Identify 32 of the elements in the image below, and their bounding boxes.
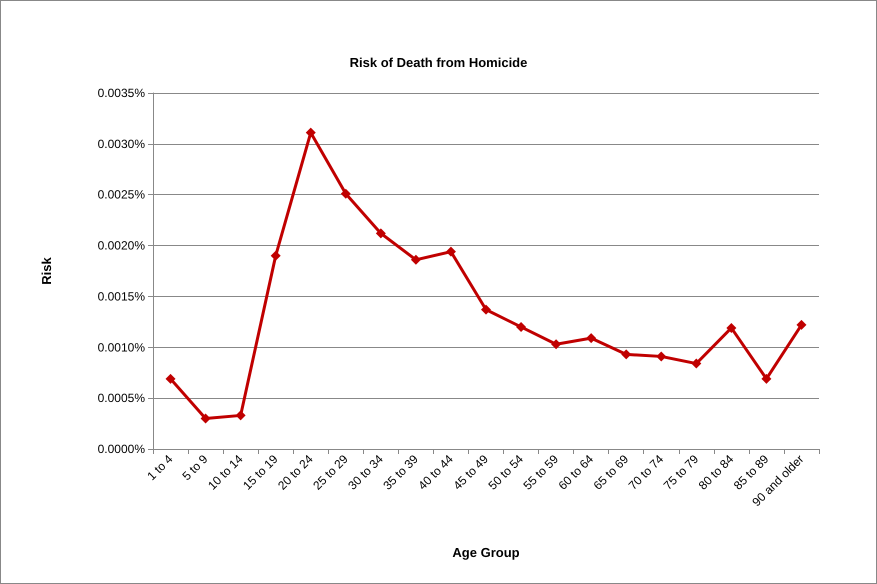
x-tick-label: 5 to 9 [179, 452, 211, 484]
point [621, 349, 632, 360]
point [446, 246, 456, 257]
point [516, 322, 526, 332]
point [481, 304, 491, 315]
x-tick-label: 1 to 4 [144, 452, 176, 484]
point [306, 128, 316, 138]
point [166, 374, 176, 384]
point [656, 351, 666, 362]
point [551, 339, 562, 350]
point [410, 254, 421, 265]
y-tick-label: 0.0030% [98, 136, 146, 151]
point [726, 322, 736, 333]
point [691, 358, 702, 369]
y-tick-label: 0.0000% [98, 442, 146, 456]
point [761, 374, 772, 384]
x-axis-title: Age Group [452, 545, 520, 560]
point [340, 188, 351, 199]
point [796, 320, 806, 330]
chart-title: Risk of Death from Homicide [350, 55, 528, 70]
y-tick-label: 0.0015% [98, 289, 146, 304]
point [376, 228, 386, 238]
y-tick-label: 0.0020% [98, 238, 146, 253]
y-tick-label: 0.0010% [98, 340, 146, 354]
y-tick-label: 0.0025% [98, 188, 146, 202]
y-tick-label: 0.0035% [98, 86, 146, 100]
point [200, 413, 211, 424]
point [270, 250, 281, 261]
y-axis-title: Risk [39, 256, 54, 285]
point [586, 333, 596, 344]
point [236, 410, 246, 420]
y-tick-label: 0.0005% [98, 391, 146, 406]
